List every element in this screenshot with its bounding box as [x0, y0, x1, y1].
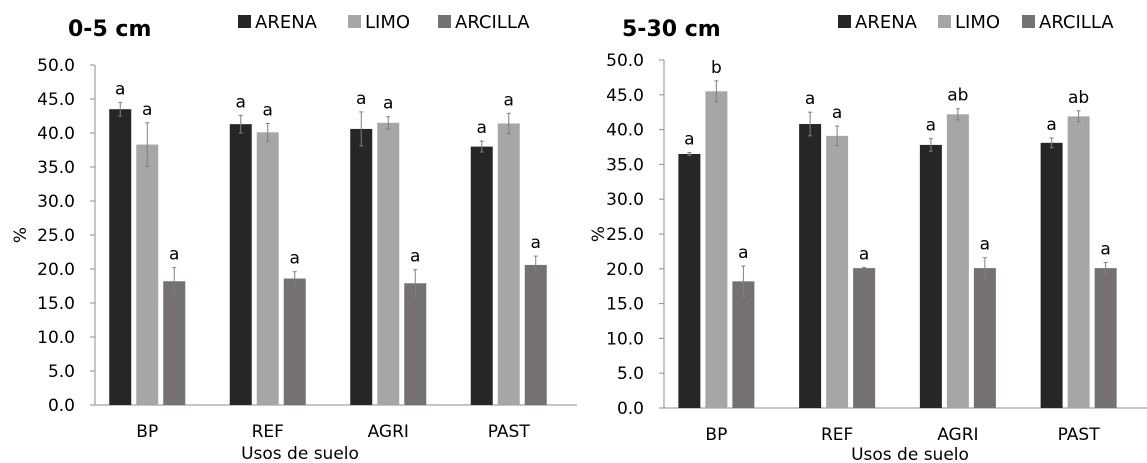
y-tick-label: 15.0	[606, 295, 644, 315]
significance-label: a	[1046, 115, 1056, 135]
x-tick-label: PAST	[488, 422, 531, 442]
legend-swatch-limo	[348, 15, 361, 28]
chart-title: 5-30 cm	[622, 17, 721, 42]
x-tick-label: BP	[705, 425, 727, 445]
significance-label: a	[531, 233, 541, 253]
x-tick-label: BP	[136, 422, 158, 442]
bar-agri-arcilla	[404, 283, 427, 405]
legend-swatch-limo	[938, 15, 951, 28]
significance-label: ab	[947, 86, 968, 106]
x-axis-label: Usos de suelo	[241, 444, 359, 463]
bar-past-arcilla	[1094, 268, 1117, 408]
significance-label: b	[711, 58, 722, 78]
significance-label: a	[926, 116, 936, 136]
bar-ref-arena	[799, 124, 822, 409]
y-tick-label: 35.0	[37, 158, 75, 178]
bar-ref-limo	[826, 135, 849, 408]
y-tick-label: 0.0	[48, 396, 75, 416]
y-axis-label: %	[589, 226, 609, 242]
bar-bp-arena	[678, 153, 701, 408]
y-tick-label: 10.0	[606, 329, 644, 349]
bar-agri-arena	[919, 144, 942, 409]
bar-ref-arcilla	[283, 278, 306, 405]
significance-label: a	[236, 92, 246, 112]
bar-ref-arcilla	[853, 268, 876, 408]
significance-label: a	[504, 90, 514, 110]
y-tick-label: 30.0	[37, 192, 75, 212]
significance-label: a	[859, 244, 869, 264]
bar-ref-arena	[229, 124, 252, 405]
bar-agri-limo	[946, 114, 969, 409]
legend-swatch-arcilla	[1022, 15, 1035, 28]
legend-label-limo: LIMO	[365, 12, 410, 33]
chart-title: 0-5 cm	[68, 17, 151, 42]
y-tick-label: 25.0	[606, 225, 644, 245]
significance-label: a	[169, 245, 179, 265]
y-tick-label: 35.0	[606, 155, 644, 175]
bar-past-arena	[470, 146, 493, 405]
y-tick-label: 5.0	[48, 362, 75, 382]
significance-label: a	[684, 130, 694, 150]
legend-label-arcilla: ARCILLA	[1039, 12, 1114, 33]
legend-swatch-arcilla	[438, 15, 451, 28]
y-tick-label: 30.0	[606, 190, 644, 210]
bar-past-arcilla	[524, 264, 547, 405]
bar-past-limo	[1067, 116, 1090, 408]
y-tick-label: 40.0	[606, 121, 644, 141]
y-tick-label: 15.0	[37, 294, 75, 314]
y-tick-label: 5.0	[617, 364, 644, 384]
legend-label-limo: LIMO	[955, 12, 1000, 33]
legend-label-arena: ARENA	[255, 12, 318, 33]
bar-bp-arena	[109, 109, 132, 405]
y-axis-label: %	[11, 227, 31, 243]
y-tick-label: 20.0	[606, 260, 644, 280]
bar-past-limo	[497, 123, 520, 405]
bar-ref-limo	[256, 132, 279, 405]
y-tick-label: 50.0	[606, 51, 644, 71]
legend-swatch-arena	[838, 15, 851, 28]
bar-bp-limo	[705, 91, 728, 408]
significance-label: ab	[1068, 88, 1089, 108]
legend-label-arcilla: ARCILLA	[455, 12, 530, 33]
x-tick-label: REF	[821, 425, 853, 445]
chart-5-30cm: 5-30 cm ARENA LIMO ARCILLA 0.0 5.0 10.0 15.0 20.…	[589, 12, 1147, 463]
legend-label-arena: ARENA	[855, 12, 918, 33]
significance-label: a	[477, 118, 487, 138]
bar-past-arena	[1040, 142, 1063, 408]
bar-bp-arcilla	[732, 281, 755, 408]
significance-label: a	[356, 89, 366, 109]
x-tick-label: AGRI	[368, 422, 409, 442]
bar-agri-arena	[350, 128, 373, 406]
chart-0-5cm: 0-5 cm ARENA LIMO ARCILLA 0.0 5.0 10.0 15.0 20.0…	[11, 12, 577, 463]
x-tick-label: REF	[252, 422, 284, 442]
legend-swatch-arena	[238, 15, 251, 28]
y-tick-label: 40.0	[37, 124, 75, 144]
significance-label: a	[805, 89, 815, 109]
significance-label: a	[383, 94, 393, 114]
y-tick-label: 50.0	[37, 56, 75, 76]
significance-label: a	[738, 243, 748, 263]
bar-bp-limo	[136, 144, 159, 405]
significance-label: a	[263, 100, 273, 120]
significance-label: a	[832, 103, 842, 123]
x-axis-label: Usos de suelo	[851, 445, 969, 463]
significance-label: a	[290, 249, 300, 269]
bar-agri-limo	[377, 122, 400, 406]
significance-label: a	[1100, 240, 1110, 260]
x-tick-label: AGRI	[937, 425, 978, 445]
bar-agri-arcilla	[973, 268, 996, 408]
significance-label: a	[980, 235, 990, 255]
y-tick-label: 0.0	[617, 399, 644, 419]
y-tick-label: 45.0	[606, 86, 644, 106]
y-tick-label: 20.0	[37, 260, 75, 280]
significance-label: a	[410, 247, 420, 267]
y-tick-label: 10.0	[37, 328, 75, 348]
y-tick-label: 45.0	[37, 90, 75, 110]
x-tick-label: PAST	[1058, 425, 1101, 445]
y-tick-label: 25.0	[37, 226, 75, 246]
significance-label: a	[142, 100, 152, 120]
bar-bp-arcilla	[163, 281, 186, 405]
significance-label: a	[115, 79, 125, 99]
